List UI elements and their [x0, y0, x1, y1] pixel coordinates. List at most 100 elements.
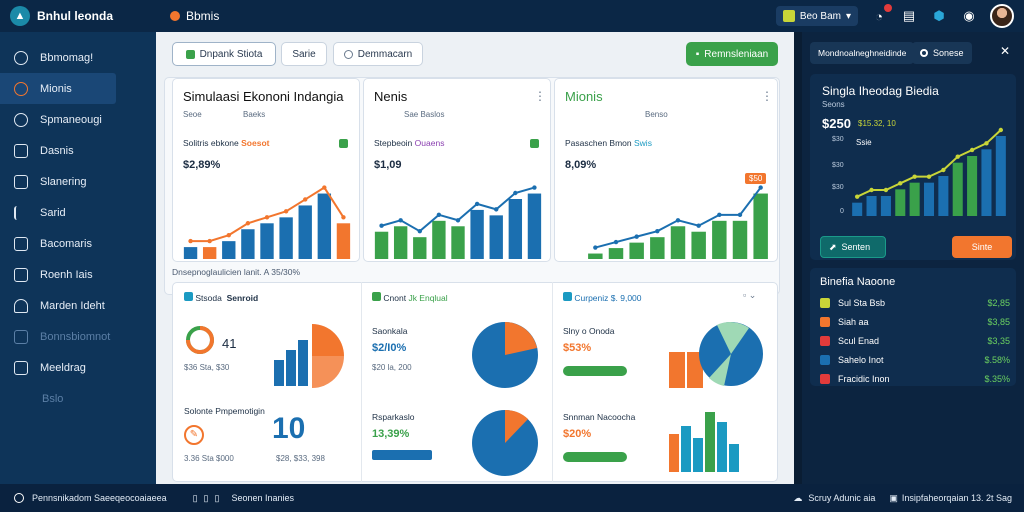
bar — [432, 220, 446, 259]
card-sub-2: Baeks — [243, 110, 266, 119]
tab-label: Jk Enqlual — [408, 293, 448, 303]
rp-tab-2[interactable]: Sonese — [912, 42, 972, 64]
stats-button[interactable]: Dnpank Stiota — [172, 42, 276, 66]
sidebar-item-mionis[interactable]: Mionis — [0, 73, 116, 104]
list-item[interactable]: Sul Sta Bsb $2,85 — [820, 296, 1010, 310]
bar — [489, 215, 503, 259]
chevron-down-icon: ▾ — [845, 10, 851, 22]
circle-icon — [920, 49, 928, 57]
detail-card-1[interactable]: Stsoda Senroid 41 $36 Sta, $30 Solonte P… — [172, 282, 360, 482]
sidebar-item-shuffle[interactable]: Bonnsbiomnot — [0, 321, 156, 352]
list-item[interactable]: Fracidic Inon $.35% — [820, 372, 1010, 386]
avatar[interactable] — [990, 4, 1014, 28]
sidebar-item-label: Mionis — [40, 82, 72, 95]
data-point — [245, 221, 251, 226]
bar — [393, 226, 408, 259]
chart-value: 8,09% — [565, 159, 597, 171]
chevron-down-icon[interactable]: ▫ ⌄ — [743, 290, 757, 300]
data-point — [955, 154, 960, 159]
status-icons[interactable]: ▯▯▯ — [192, 492, 226, 503]
sidebar: Bbmomag! Mionis Spmaneougi Dasnis Slaner… — [0, 32, 156, 484]
more-icon[interactable]: ⋮ — [534, 89, 546, 103]
sidebar-item-bslo[interactable]: Bslo — [0, 383, 156, 414]
sidebar-item-list[interactable]: Roenh Iais — [0, 259, 156, 290]
main-content: Dnpank Stiota Sarie Demmacarn ▪ Remnsleni… — [156, 32, 794, 484]
rp-orange-button[interactable]: Sinte — [952, 236, 1012, 258]
notification-icon[interactable]: ◔ — [870, 4, 892, 25]
save-button[interactable]: Sarie — [281, 42, 327, 66]
user-menu-button[interactable]: Beo Bam ▾ — [775, 6, 858, 26]
status-right-2: Insipfaheorqaian 13. 2t Sag — [901, 493, 1012, 503]
close-icon[interactable]: ✕ — [1000, 44, 1011, 58]
list-item[interactable]: Sahelo Inot $.58% — [820, 353, 1010, 367]
detail-card-2[interactable]: Cnont Jk Enqlual Saonkala $2/I0% $20 la,… — [361, 282, 551, 482]
data-point — [436, 212, 442, 218]
card-footer: $28, $33, 398 — [276, 454, 325, 463]
rp-tab-label: Sonese — [933, 48, 964, 58]
sidebar-item-label: Slanering — [40, 175, 87, 188]
bar — [995, 136, 1006, 216]
demo-button[interactable]: Demmacarn — [333, 42, 423, 66]
card-tabs: Curpeniz $. 9,000 — [563, 292, 642, 303]
more-icon[interactable]: ⋮ — [761, 89, 773, 103]
chart-title: Stepbeoin Ouaens — [374, 138, 444, 148]
document-icon[interactable]: ▤ — [902, 8, 916, 23]
bar — [712, 220, 727, 259]
sidebar-item-folder[interactable]: Slanering — [0, 166, 156, 197]
bar-line-chart-2 — [374, 185, 542, 259]
list-item[interactable]: Scul Enad $3,35 — [820, 334, 1010, 348]
data-point — [226, 232, 231, 238]
sidebar-item-label: Marden Ideht — [40, 299, 105, 312]
sidebar-item-label: Sarid — [40, 206, 66, 219]
chart-icon: ⬈ — [829, 241, 837, 252]
chart-card-3[interactable]: Mionis ⋮ Benso Pasaschen Bmon Swis $50 8… — [554, 78, 778, 262]
chart-title-text: Pasaschen Bmon — [565, 138, 632, 148]
data-point — [912, 174, 917, 179]
metric-value: $53% — [563, 342, 592, 354]
sidebar-item-search[interactable]: Bbmomag! — [0, 42, 156, 73]
detail-card-3[interactable]: Curpeniz $. 9,000 ▫ ⌄ Slny o Onoda $53% … — [552, 282, 778, 482]
right-panel: Mondnoalneghneidinde Sonese ✕ Singla Ihe… — [794, 32, 1024, 484]
camera-icon — [14, 236, 28, 251]
bar-line-chart-3 — [588, 185, 768, 259]
data-point — [898, 181, 903, 186]
sidebar-item-settings[interactable]: Spmaneougi — [0, 104, 156, 135]
chart-card-1[interactable]: Simulaasi Ekononi Indangia Seoe Baeks So… — [172, 78, 360, 262]
chart-value: $1,09 — [374, 159, 402, 171]
bar — [852, 202, 863, 216]
chart-title: Pasaschen Bmon Swis — [565, 138, 652, 148]
chart-card-2[interactable]: Nenis ⋮ Sae Baslos Stepbeoin Ouaens $1,0… — [363, 78, 551, 262]
rp-blue-button[interactable]: ⬈ Senten — [820, 236, 886, 258]
rp-list-title: Binefia Naoone — [820, 276, 896, 288]
sidebar-item-camera[interactable]: Bacomaris — [0, 228, 156, 259]
sidebar-item-user[interactable]: Marden Ideht — [0, 290, 156, 321]
bar — [952, 162, 963, 216]
list-item[interactable]: Siah aa $3,85 — [820, 315, 1010, 329]
top-bar: ▲ Bnhul leonda Bbmis Beo Bam ▾ ◔ ▤ ⬢ ◉ — [0, 0, 1024, 32]
bar — [650, 237, 665, 259]
brand[interactable]: ▲ Bnhul leonda — [0, 6, 156, 26]
rp-tab-1[interactable]: Mondnoalneghneidinde — [810, 42, 915, 64]
ring-value: 41 — [222, 336, 237, 351]
stats-button-label: Dnpank Stiota — [199, 48, 263, 60]
coin-icon — [820, 298, 830, 308]
location-icon[interactable]: ⬢ — [933, 8, 945, 23]
data-point — [634, 234, 639, 239]
legend-chip — [530, 139, 539, 148]
add-report-button[interactable]: ▪ Remnsleniaan — [686, 42, 778, 66]
sidebar-item-pen[interactable]: Sarid — [0, 197, 156, 228]
card-title: Nenis — [374, 89, 408, 104]
help-icon[interactable]: ◉ — [963, 8, 975, 23]
data-point — [969, 147, 975, 153]
list-item-value: $.58% — [984, 355, 1010, 365]
sidebar-item-documents[interactable]: Dasnis — [0, 135, 156, 166]
value-badge: $50 — [745, 173, 767, 184]
bar — [588, 253, 603, 259]
status-bar: Pennsnikadom Saeeqeocoaiaeea ▯▯▯ Seonen … — [0, 484, 1024, 512]
sidebar-item-filter[interactable]: Meeldrag — [0, 352, 156, 383]
data-point — [494, 207, 499, 212]
bar — [691, 231, 706, 259]
data-point — [474, 201, 480, 207]
pen-icon — [14, 205, 28, 220]
sidebar-item-label: Bacomaris — [40, 237, 92, 250]
